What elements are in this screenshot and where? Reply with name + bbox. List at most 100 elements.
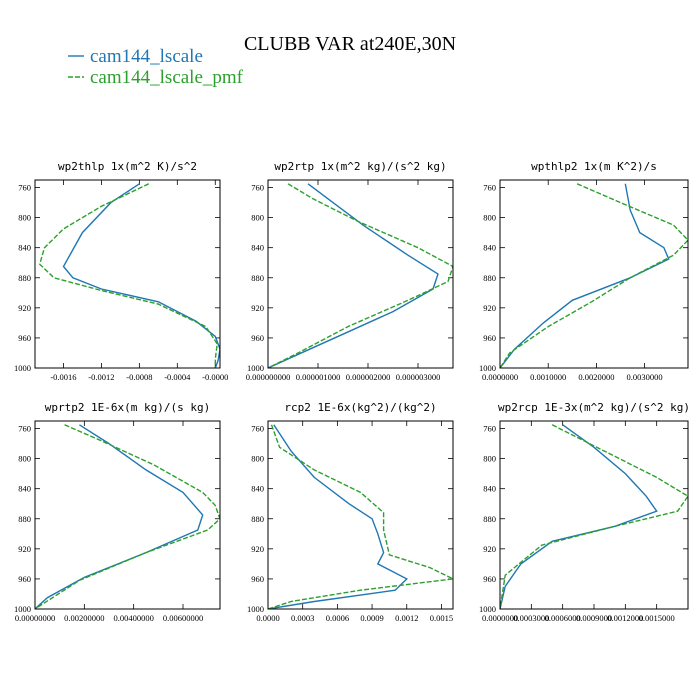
x-tick-label-4-1: 0.0003 (291, 613, 314, 623)
x-tick-label-5-3: 0.0009000 (576, 613, 612, 623)
x-tick-label-0-4: -0.0000 (202, 372, 228, 382)
x-tick-label-3-1: 0.00200000 (64, 613, 104, 623)
y-tick-label-3-1: 800 (18, 454, 31, 464)
y-tick-label-1-3: 880 (251, 273, 264, 283)
series-line-0-0 (62, 183, 220, 368)
y-tick-label-2-1: 800 (483, 213, 496, 223)
series-line-4-1 (268, 424, 453, 609)
y-tick-label-0-6: 1000 (14, 363, 31, 373)
y-tick-label-1-1: 800 (251, 213, 264, 223)
panel-5: wp2rcp 1E-3x(m^2 kg)/(s^2 kg)760 800 840 88… (479, 401, 690, 623)
x-tick-label-4-2: 0.0006 (326, 613, 349, 623)
legend-entry-1: cam144_lscale_pmf (68, 67, 244, 88)
plot-frame-1 (267, 179, 454, 369)
y-tick-label-0-2: 840 (18, 243, 31, 253)
panel-title-1: wp2rtp 1x(m^2 kg)/(s^2 kg) (274, 160, 446, 173)
y-tick-label-5-4: 920 (483, 544, 496, 554)
plot-frame-0 (34, 179, 221, 369)
panel-title-3: wprtp2 1E-6x(m kg)/(s kg) (45, 401, 211, 414)
panel-title-2: wpthlp2 1x(m K^2)/s (531, 160, 657, 173)
panels: wp2thlp 1x(m^2 K)/s^2 760 800 840 880 920 960 1… (14, 160, 690, 623)
series-line-2-0 (500, 183, 670, 368)
x-tick-label-5-0: 0.0000000 (482, 613, 518, 623)
x-tick-label-1-3: 0.000003000 (396, 372, 441, 382)
series-line-0-1 (38, 183, 218, 368)
y-tick-label-0-4: 920 (18, 303, 31, 313)
plot-frame-2 (499, 179, 689, 369)
y-tick-label-3-0: 760 (18, 424, 31, 434)
panel-title-5: wp2rcp 1E-3x(m^2 kg)/(s^2 kg) (498, 401, 690, 414)
y-tick-label-3-4: 920 (18, 544, 31, 554)
y-tick-label-4-2: 840 (251, 484, 264, 494)
panel-title-0: wp2thlp 1x(m^2 K)/s^2 (58, 160, 197, 173)
y-tick-label-5-5: 960 (483, 574, 496, 584)
y-tick-label-5-2: 840 (483, 484, 496, 494)
y-tick-label-5-3: 880 (483, 514, 496, 524)
y-tick-label-1-0: 760 (251, 183, 264, 193)
y-tick-label-4-5: 960 (251, 574, 264, 584)
y-tick-label-0-3: 880 (18, 273, 31, 283)
x-tick-label-0-1: -0.0012 (88, 372, 114, 382)
x-tick-label-3-0: 0.00000000 (15, 613, 55, 623)
plot-frame-5 (499, 420, 689, 610)
x-tick-label-1-1: 0.000001000 (296, 372, 341, 382)
y-tick-label-5-1: 800 (483, 454, 496, 464)
y-tick-label-3-2: 840 (18, 484, 31, 494)
plot-frame-4 (267, 420, 454, 610)
x-tick-label-3-3: 0.00600000 (163, 613, 203, 623)
y-tick-label-0-5: 960 (18, 333, 31, 343)
series-line-5-0 (500, 424, 658, 609)
y-tick-label-3-6: 1000 (14, 604, 31, 614)
x-tick-label-2-0: 0.0000000 (482, 372, 518, 382)
y-tick-label-4-0: 760 (251, 424, 264, 434)
x-tick-label-5-4: 0.0012000 (607, 613, 643, 623)
y-tick-label-1-2: 840 (251, 243, 264, 253)
y-tick-label-2-2: 840 (483, 243, 496, 253)
x-tick-label-3-2: 0.00400000 (113, 613, 153, 623)
y-tick-label-1-6: 1000 (247, 363, 264, 373)
panel-3: wprtp2 1E-6x(m kg)/(s kg) 760 800 840 880 920… (14, 401, 221, 623)
plot-frame-3 (34, 420, 221, 610)
panel-1: wp2rtp 1x(m^2 kg)/(s^2 kg) 760 800 840 880 92… (246, 160, 454, 382)
y-tick-label-0-1: 800 (18, 213, 31, 223)
series-line-3-1 (35, 424, 220, 609)
y-tick-label-0-0: 760 (18, 183, 31, 193)
y-tick-label-5-6: 1000 (479, 604, 496, 614)
y-tick-label-2-0: 760 (483, 183, 496, 193)
x-tick-label-5-1: 0.0003000 (513, 613, 549, 623)
x-tick-label-4-5: 0.0015 (430, 613, 453, 623)
y-tick-label-2-3: 880 (483, 273, 496, 283)
legend-label-0: cam144_lscale (90, 46, 203, 67)
y-tick-label-1-4: 920 (251, 303, 264, 313)
panel-title-4: rcp2 1E-6x(kg^2)/(kg^2) (284, 401, 436, 414)
y-tick-label-4-4: 920 (251, 544, 264, 554)
series-line-4-0 (268, 424, 408, 609)
x-tick-label-1-2: 0.000002000 (346, 372, 391, 382)
x-tick-label-5-5: 0.0015000 (639, 613, 675, 623)
y-tick-label-5-0: 760 (483, 424, 496, 434)
x-tick-label-2-2: 0.0020000 (578, 372, 614, 382)
x-tick-label-0-0: -0.0016 (50, 372, 76, 382)
panel-2: wpthlp2 1x(m K^2)/s 760 800 840 880 920 960 100… (479, 160, 689, 382)
x-tick-label-0-2: -0.0008 (126, 372, 152, 382)
y-tick-label-2-6: 1000 (479, 363, 496, 373)
x-tick-label-0-3: -0.0004 (164, 372, 191, 382)
series-line-2-1 (500, 183, 688, 368)
x-tick-label-4-0: 0.0000 (256, 613, 279, 623)
series-line-3-0 (35, 424, 204, 609)
y-tick-label-2-4: 920 (483, 303, 496, 313)
series-line-1-1 (268, 183, 453, 368)
legend-label-1: cam144_lscale_pmf (90, 67, 244, 88)
figure-title: CLUBB VAR at240E,30N (244, 33, 456, 55)
x-tick-label-5-2: 0.0006000 (545, 613, 581, 623)
x-tick-label-2-1: 0.0010000 (530, 372, 566, 382)
x-tick-label-2-3: 0.0030000 (627, 372, 663, 382)
y-tick-label-2-5: 960 (483, 333, 496, 343)
x-tick-label-1-0: 0.000000000 (246, 372, 291, 382)
y-tick-label-4-6: 1000 (247, 604, 264, 614)
series-line-1-0 (268, 183, 439, 368)
series-line-5-1 (500, 424, 688, 609)
y-tick-label-4-1: 800 (251, 454, 264, 464)
